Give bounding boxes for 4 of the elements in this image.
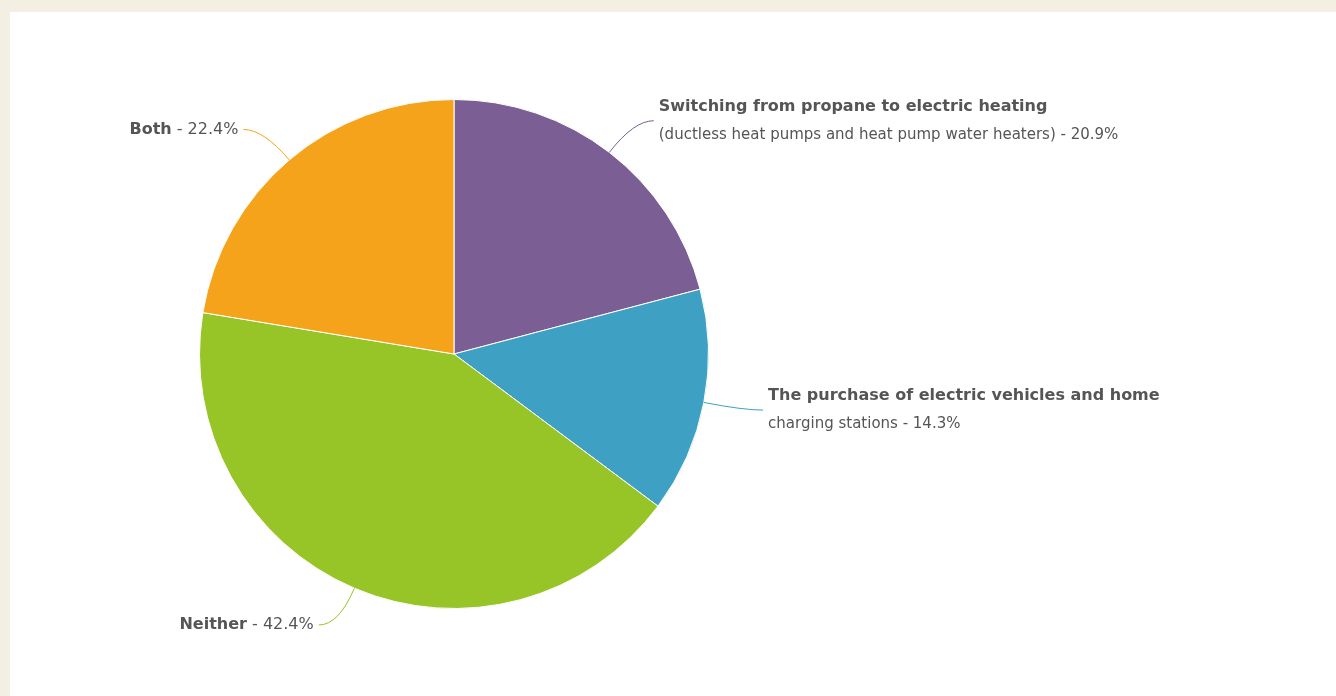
slice-label: Both - 22.4% — [129, 118, 239, 138]
slice-label: The purchase of electric vehicles and home charging stations - 14.3% — [768, 385, 1160, 432]
slice-label: Switching from propane to electric heating (ductless heat pumps and heat pump water heaters) - 20.9% — [658, 95, 1119, 143]
slice-label: Neither - 42.4% — [179, 614, 314, 634]
